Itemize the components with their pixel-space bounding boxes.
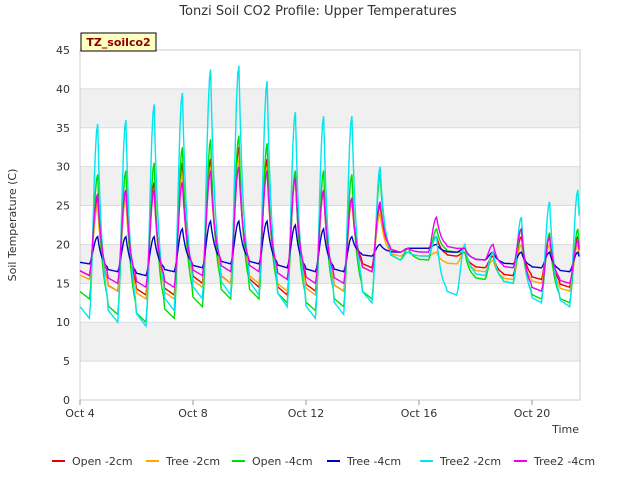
site-tag-text: TZ_soilco2 [86, 36, 150, 49]
legend-item: Tree -2cm [146, 455, 220, 468]
grid-band [80, 361, 580, 400]
x-tick-label: Oct 8 [178, 407, 208, 420]
y-tick-label: 5 [63, 355, 70, 368]
chart-title: Tonzi Soil CO2 Profile: Upper Temperatur… [178, 4, 457, 19]
legend-label: Open -2cm [72, 455, 133, 468]
site-tag-box [80, 32, 157, 52]
y-tick-label: 20 [56, 238, 70, 251]
legend-label: Tree -2cm [165, 455, 220, 468]
x-tick-label: Oct 20 [514, 407, 551, 420]
plot-frame [79, 49, 581, 401]
legend-label: Tree2 -4cm [533, 455, 595, 468]
legend-label: Tree -4cm [346, 455, 401, 468]
y-tick-label: 45 [56, 44, 70, 57]
y-tick-label: 10 [56, 316, 70, 329]
series-line-tree2-4cm [79, 166, 580, 293]
grid-band [80, 88, 580, 128]
legend-item: Open -2cm [52, 455, 133, 468]
grid-band [80, 166, 580, 206]
legend-item: Tree2 -2cm [420, 455, 501, 468]
grid-band [80, 322, 580, 362]
y-tick-label: 35 [56, 122, 70, 135]
series-lines [79, 65, 580, 328]
x-tick-label: Oct 12 [288, 407, 325, 420]
grid-band [80, 50, 580, 89]
grid-band [80, 205, 580, 245]
y-axis-ticks: 0 5 10 15 20 25 30 35 40 45 [56, 44, 70, 407]
grid-band [80, 283, 580, 323]
legend-label: Tree2 -2cm [439, 455, 501, 468]
site-tag: TZ_soilco2 [80, 32, 157, 52]
y-tick-label: 30 [56, 161, 70, 174]
y-tick-label: 15 [56, 277, 70, 290]
legend-item: Tree2 -4cm [514, 455, 595, 468]
x-axis-ticks: Oct 4 Oct 8 Oct 12 Oct 16 Oct 20 [65, 400, 550, 420]
legend-item: Tree -4cm [327, 455, 401, 468]
y-tick-label: 25 [56, 200, 70, 213]
legend-label: Open -4cm [252, 455, 313, 468]
y-tick-label: 40 [56, 83, 70, 96]
legend: Open -2cm Tree -2cm Open -4cm Tree -4cm Tree… [52, 455, 595, 468]
x-axis-label: Time [551, 423, 579, 436]
y-axis-label: Soil Temperature (C) [6, 169, 19, 282]
x-tick-label: Oct 16 [401, 407, 438, 420]
legend-item: Open -4cm [232, 455, 313, 468]
x-tick-label: Oct 4 [65, 407, 95, 420]
grid-band [80, 127, 580, 167]
y-tick-label: 0 [63, 394, 70, 407]
plot-background [79, 49, 581, 401]
